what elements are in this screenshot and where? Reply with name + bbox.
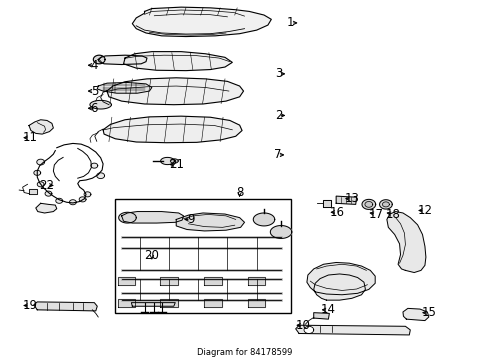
Polygon shape bbox=[37, 159, 44, 165]
Polygon shape bbox=[295, 325, 409, 335]
Polygon shape bbox=[93, 55, 105, 64]
Polygon shape bbox=[84, 192, 91, 197]
Polygon shape bbox=[90, 100, 111, 109]
Text: 15: 15 bbox=[421, 306, 435, 319]
Polygon shape bbox=[118, 277, 135, 285]
Polygon shape bbox=[118, 299, 135, 307]
Text: 4: 4 bbox=[90, 59, 98, 72]
Polygon shape bbox=[132, 7, 271, 37]
Polygon shape bbox=[107, 78, 243, 105]
Polygon shape bbox=[56, 198, 62, 203]
Polygon shape bbox=[253, 213, 274, 226]
Text: 10: 10 bbox=[295, 319, 310, 332]
Polygon shape bbox=[97, 82, 152, 93]
Polygon shape bbox=[79, 197, 86, 202]
Text: 5: 5 bbox=[90, 85, 98, 98]
Text: 14: 14 bbox=[320, 303, 335, 316]
Polygon shape bbox=[36, 203, 57, 213]
Polygon shape bbox=[304, 326, 313, 333]
Polygon shape bbox=[313, 274, 365, 300]
Text: 20: 20 bbox=[144, 249, 159, 262]
Polygon shape bbox=[313, 313, 329, 319]
Polygon shape bbox=[335, 196, 356, 204]
Text: 22: 22 bbox=[40, 179, 54, 192]
Text: 6: 6 bbox=[90, 102, 98, 115]
Polygon shape bbox=[247, 277, 265, 285]
Polygon shape bbox=[69, 200, 76, 205]
Polygon shape bbox=[45, 191, 52, 196]
Polygon shape bbox=[98, 55, 147, 64]
Text: 13: 13 bbox=[344, 192, 359, 205]
Text: 1: 1 bbox=[286, 17, 294, 30]
Polygon shape bbox=[97, 173, 104, 179]
Polygon shape bbox=[34, 302, 97, 311]
Text: 9: 9 bbox=[187, 213, 194, 226]
Text: 21: 21 bbox=[168, 158, 183, 171]
Polygon shape bbox=[203, 277, 221, 285]
Polygon shape bbox=[203, 299, 221, 307]
Text: 8: 8 bbox=[235, 186, 243, 199]
Text: 11: 11 bbox=[22, 131, 38, 144]
Polygon shape bbox=[119, 212, 136, 223]
Polygon shape bbox=[122, 212, 183, 223]
Text: 19: 19 bbox=[22, 299, 38, 312]
Polygon shape bbox=[160, 277, 177, 285]
Polygon shape bbox=[34, 170, 41, 175]
Text: 7: 7 bbox=[273, 148, 281, 161]
Polygon shape bbox=[160, 299, 177, 307]
Text: Diagram for 84178599: Diagram for 84178599 bbox=[196, 348, 292, 357]
Polygon shape bbox=[379, 200, 391, 209]
Text: 3: 3 bbox=[274, 67, 282, 80]
Polygon shape bbox=[176, 213, 244, 231]
Polygon shape bbox=[103, 116, 242, 143]
Polygon shape bbox=[29, 189, 37, 194]
Polygon shape bbox=[364, 202, 372, 207]
Bar bbox=[115, 199, 290, 314]
Text: 17: 17 bbox=[368, 208, 383, 221]
Text: 18: 18 bbox=[385, 208, 400, 221]
Polygon shape bbox=[91, 163, 98, 168]
Polygon shape bbox=[306, 262, 374, 295]
Polygon shape bbox=[29, 120, 53, 134]
Polygon shape bbox=[386, 212, 425, 273]
Text: 2: 2 bbox=[274, 109, 282, 122]
Polygon shape bbox=[131, 303, 175, 306]
Polygon shape bbox=[382, 202, 388, 207]
Polygon shape bbox=[170, 159, 178, 163]
Polygon shape bbox=[123, 51, 232, 71]
Polygon shape bbox=[270, 226, 291, 238]
Polygon shape bbox=[361, 199, 375, 210]
Text: 12: 12 bbox=[417, 204, 431, 217]
Polygon shape bbox=[402, 309, 428, 320]
Polygon shape bbox=[161, 157, 174, 165]
Text: 16: 16 bbox=[329, 206, 344, 219]
Polygon shape bbox=[37, 182, 44, 187]
Polygon shape bbox=[247, 299, 265, 307]
Polygon shape bbox=[322, 200, 330, 207]
